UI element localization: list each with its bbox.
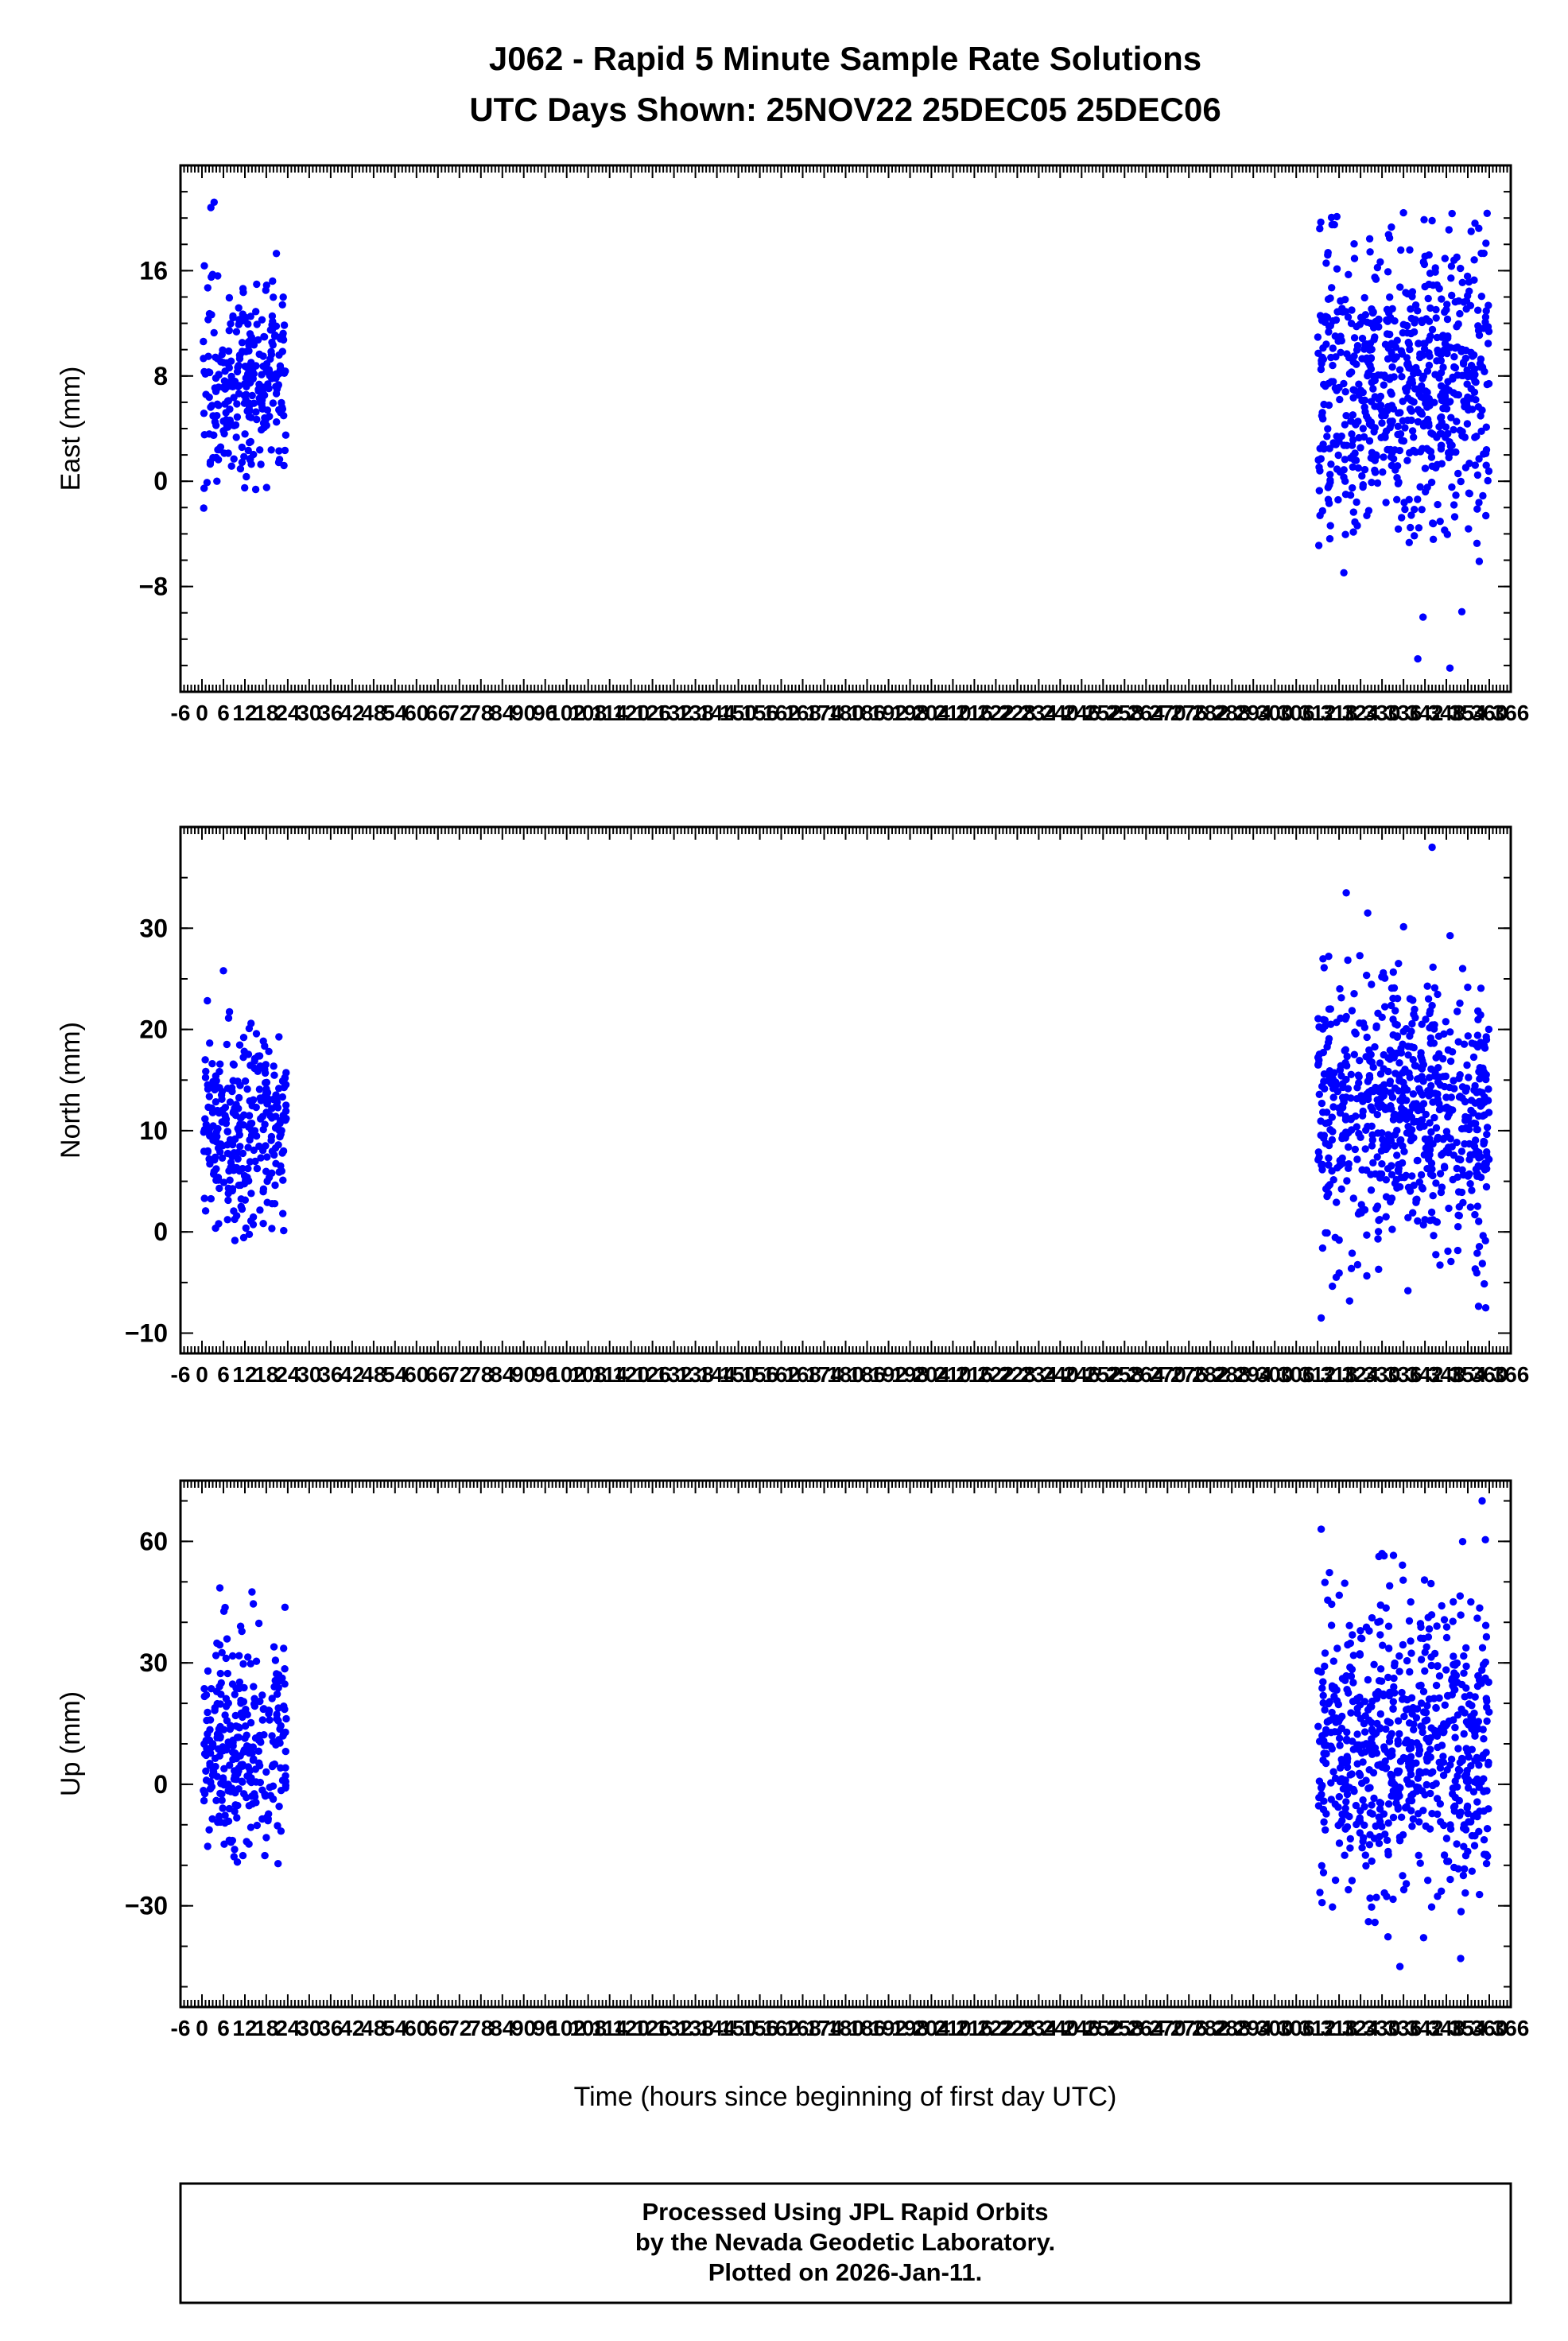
ylabel-up: Up (mm) bbox=[56, 1691, 86, 1796]
svg-text:30: 30 bbox=[139, 1648, 168, 1677]
svg-text:0: 0 bbox=[153, 1217, 168, 1246]
svg-text:−8: −8 bbox=[139, 573, 168, 601]
svg-text:6: 6 bbox=[217, 1362, 230, 1387]
svg-text:30: 30 bbox=[139, 914, 168, 942]
svg-text:0: 0 bbox=[196, 2016, 208, 2040]
svg-text:−10: −10 bbox=[125, 1319, 168, 1348]
svg-text:366: 366 bbox=[1492, 1362, 1530, 1387]
svg-text:16: 16 bbox=[139, 256, 168, 285]
svg-text:-6: -6 bbox=[171, 2016, 191, 2040]
svg-text:366: 366 bbox=[1492, 2016, 1530, 2040]
footer-line3: Plotted on 2026-Jan-11. bbox=[708, 2258, 983, 2286]
svg-text:8: 8 bbox=[153, 362, 168, 390]
svg-text:10: 10 bbox=[139, 1116, 168, 1145]
ylabel-north: North (mm) bbox=[56, 1022, 86, 1159]
xlabel: Time (hours since beginning of first day… bbox=[574, 2082, 1117, 2112]
chart-title-line2: UTC Days Shown: 25NOV22 25DEC05 25DEC06 bbox=[469, 91, 1221, 128]
svg-text:0: 0 bbox=[153, 467, 168, 495]
svg-text:−30: −30 bbox=[125, 1892, 168, 1920]
svg-text:0: 0 bbox=[153, 1770, 168, 1799]
svg-text:-6: -6 bbox=[171, 1362, 191, 1387]
svg-text:6: 6 bbox=[217, 2016, 230, 2040]
svg-text:366: 366 bbox=[1492, 701, 1530, 725]
svg-text:20: 20 bbox=[139, 1015, 168, 1044]
ylabel-east: East (mm) bbox=[56, 367, 86, 491]
footer-line2: by the Nevada Geodetic Laboratory. bbox=[635, 2228, 1055, 2256]
svg-text:60: 60 bbox=[139, 1527, 168, 1555]
svg-text:-6: -6 bbox=[171, 701, 191, 725]
svg-text:6: 6 bbox=[217, 701, 230, 725]
footer-line1: Processed Using JPL Rapid Orbits bbox=[642, 2198, 1048, 2226]
svg-text:0: 0 bbox=[196, 701, 208, 725]
svg-text:0: 0 bbox=[196, 1362, 208, 1387]
chart-title-line1: J062 - Rapid 5 Minute Sample Rate Soluti… bbox=[489, 40, 1201, 77]
